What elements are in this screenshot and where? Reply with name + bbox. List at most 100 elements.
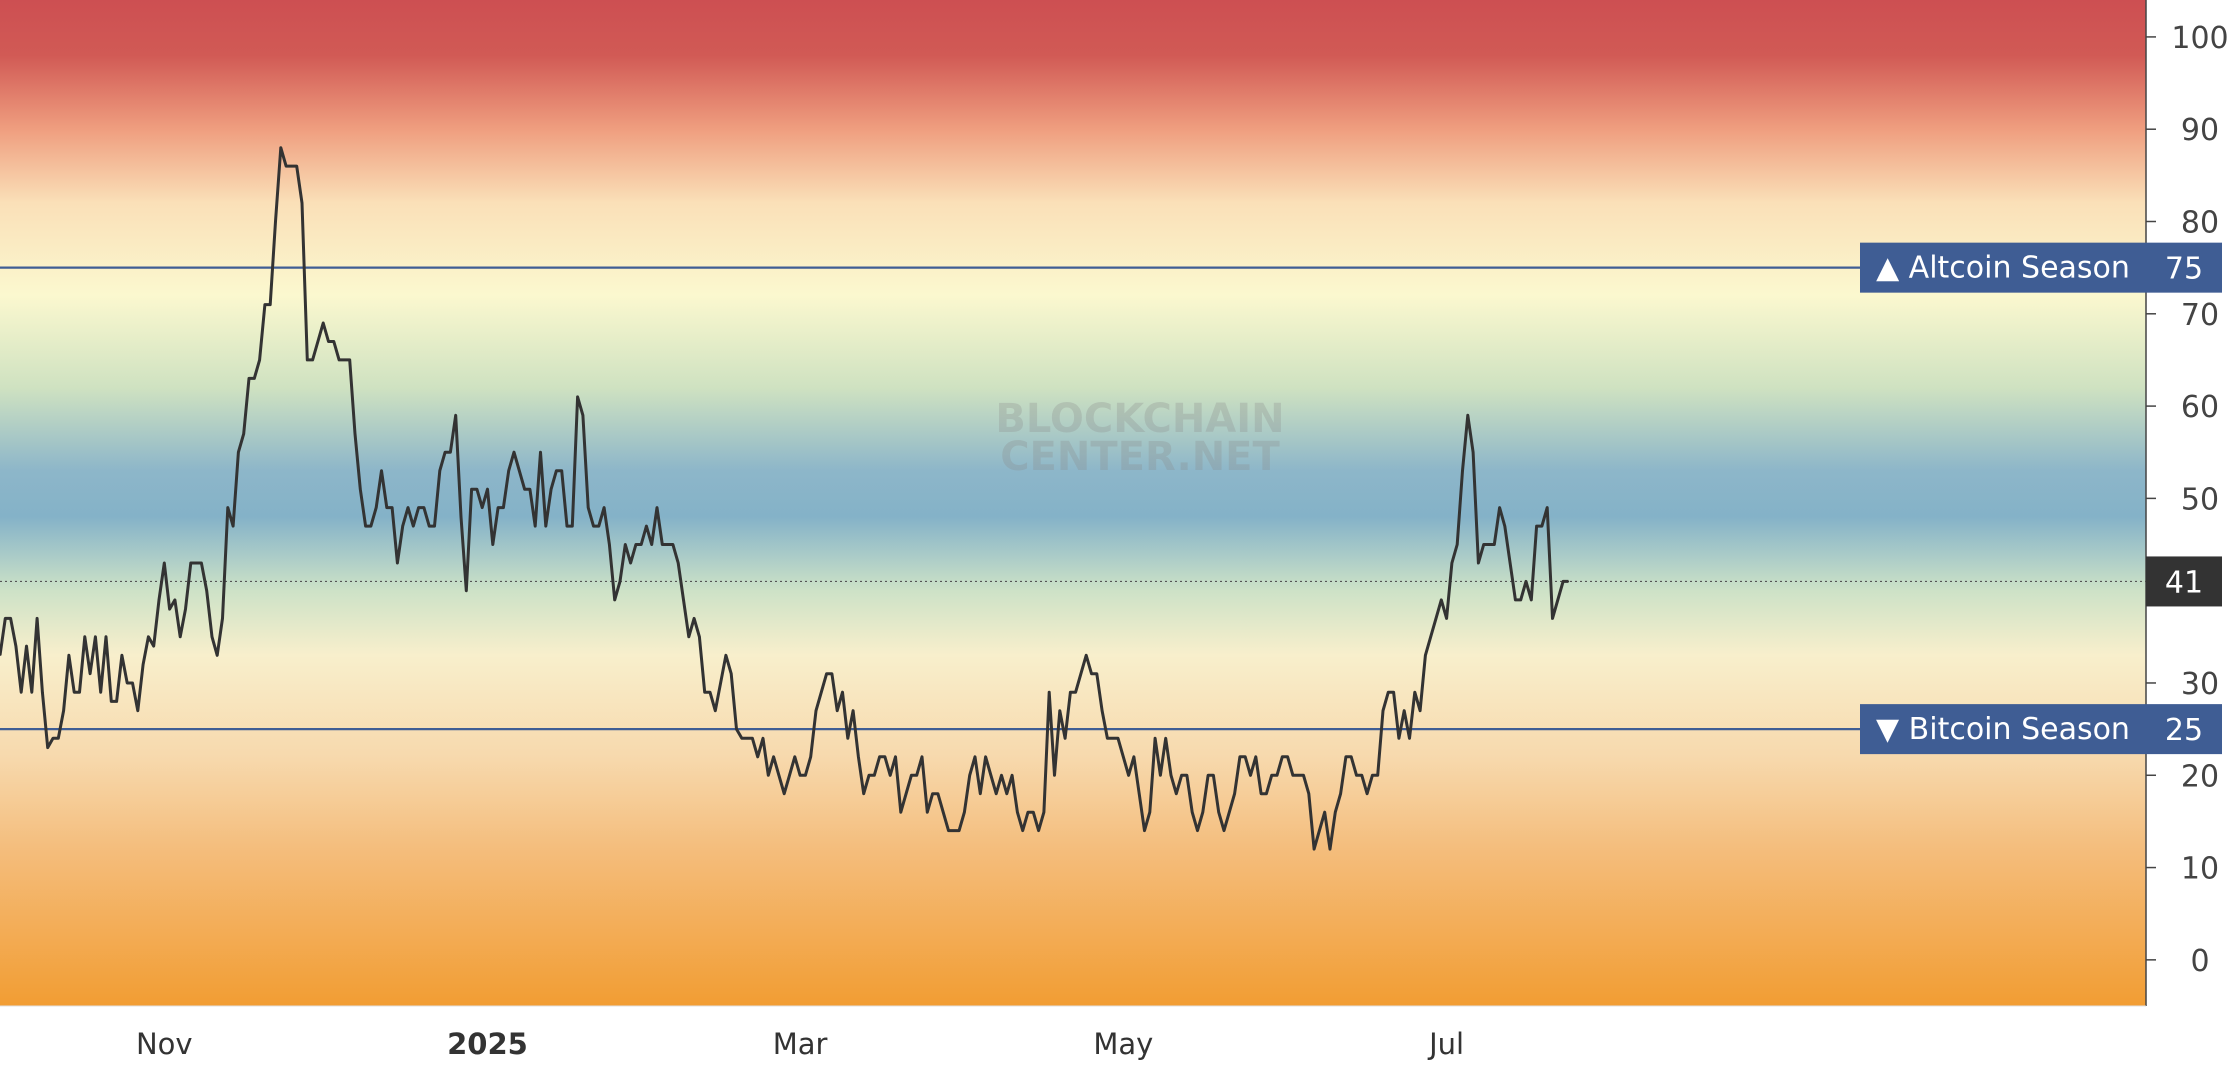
data-point <box>1212 774 1215 777</box>
data-point <box>1191 811 1193 813</box>
data-point <box>1440 599 1443 601</box>
data-point <box>1006 792 1008 795</box>
data-point <box>852 709 854 712</box>
data-point <box>809 756 812 758</box>
data-point <box>401 525 404 527</box>
data-point <box>1557 599 1559 601</box>
data-point <box>242 433 245 435</box>
data-point <box>1180 774 1183 777</box>
data-point <box>1090 672 1093 675</box>
data-point <box>735 728 738 730</box>
data-point <box>560 469 563 472</box>
data-point <box>666 543 669 546</box>
data-point <box>688 636 690 638</box>
data-point <box>1498 506 1501 509</box>
data-point <box>333 340 335 343</box>
data-point <box>1244 756 1246 758</box>
data-point <box>1530 599 1533 601</box>
data-point <box>1461 469 1464 472</box>
data-point <box>1170 774 1172 777</box>
data-point <box>672 543 674 546</box>
data-point <box>873 774 876 777</box>
data-point <box>693 617 695 620</box>
data-point <box>545 525 547 527</box>
data-point <box>730 672 732 675</box>
data-point <box>550 488 552 491</box>
data-point <box>1302 774 1305 777</box>
x-tick-label: May <box>1093 1027 1153 1061</box>
data-point <box>25 645 28 647</box>
data-point <box>476 488 478 491</box>
watermark-line-1: BLOCKCHAIN <box>995 396 1284 442</box>
data-point <box>1175 792 1178 795</box>
data-point <box>232 525 234 527</box>
data-point <box>1021 829 1024 832</box>
data-point <box>99 691 102 693</box>
data-point <box>1016 811 1019 813</box>
data-point <box>492 543 494 546</box>
data-point <box>460 516 462 518</box>
data-point <box>719 682 722 684</box>
x-tick-label: Mar <box>773 1027 828 1061</box>
data-point <box>608 543 611 546</box>
data-point <box>788 774 791 777</box>
data-point <box>1403 709 1405 712</box>
data-point <box>338 359 340 361</box>
bitcoin-season-value-label: 25 <box>2165 713 2203 748</box>
data-point <box>1074 691 1077 693</box>
data-point <box>444 451 446 454</box>
data-point <box>1361 774 1363 777</box>
data-point <box>1011 774 1013 777</box>
data-point <box>1255 756 1257 758</box>
data-point <box>126 682 128 684</box>
data-point <box>4 617 7 620</box>
data-point <box>57 737 60 740</box>
data-point <box>290 165 293 167</box>
data-point <box>31 691 33 693</box>
data-point <box>1435 617 1437 620</box>
data-point <box>1451 562 1453 564</box>
data-point <box>682 599 685 601</box>
y-tick-label: 50 <box>2181 482 2219 517</box>
data-point <box>592 525 595 527</box>
data-point <box>1339 792 1342 795</box>
data-point <box>1027 811 1029 813</box>
data-point <box>386 506 388 509</box>
data-point <box>767 774 770 777</box>
data-point <box>343 359 346 361</box>
data-point <box>1355 774 1358 777</box>
data-point <box>380 469 383 472</box>
data-point <box>1477 562 1480 564</box>
data-point <box>354 433 356 435</box>
data-point <box>889 774 891 777</box>
data-point <box>1043 811 1045 813</box>
data-point <box>311 359 314 361</box>
data-point <box>168 608 171 610</box>
data-point <box>1202 811 1204 813</box>
data-point <box>926 811 929 813</box>
data-point <box>1037 829 1040 832</box>
data-point <box>650 543 653 546</box>
data-point <box>979 792 982 795</box>
data-point <box>306 359 309 361</box>
data-point <box>62 709 65 712</box>
data-point <box>1493 543 1496 546</box>
data-point <box>84 636 86 638</box>
data-point <box>1096 672 1098 675</box>
data-point <box>1329 848 1331 850</box>
data-point <box>163 562 166 564</box>
data-point <box>1514 599 1517 601</box>
heatmap-background <box>0 0 2146 1006</box>
data-point <box>661 543 664 546</box>
data-point <box>953 829 955 832</box>
data-point <box>1196 829 1199 832</box>
data-point <box>280 146 282 149</box>
data-point <box>984 756 987 758</box>
data-point <box>1308 792 1310 795</box>
data-point <box>1408 737 1411 740</box>
data-point <box>184 608 187 610</box>
y-tick-label: 80 <box>2181 206 2219 241</box>
data-point <box>878 756 881 758</box>
x-axis: Nov 2025 Mar May Jul <box>136 1027 1464 1061</box>
